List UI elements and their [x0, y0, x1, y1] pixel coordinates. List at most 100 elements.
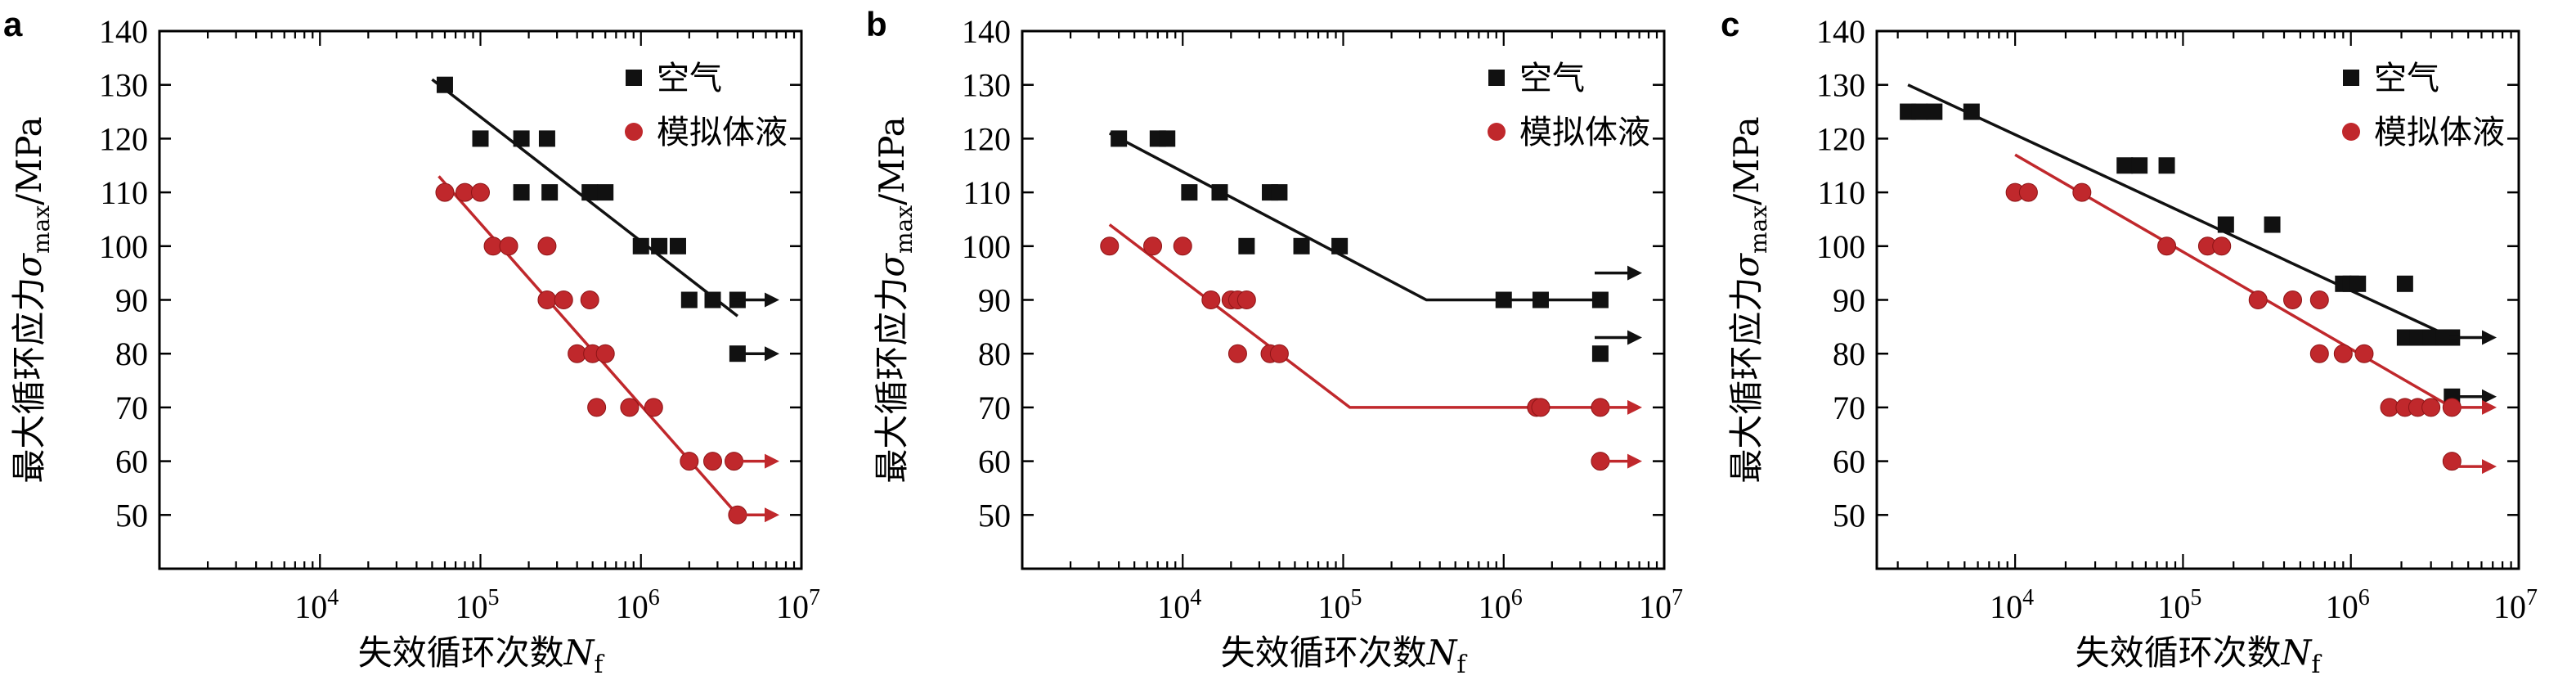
- x-tick-label: 107: [776, 585, 820, 625]
- data-point: [499, 236, 518, 256]
- x-tick-label: 104: [294, 585, 339, 625]
- data-point: [2283, 290, 2303, 309]
- data-point: [1201, 290, 1221, 309]
- runout-arrowhead: [1627, 265, 1642, 281]
- data-point: [2131, 157, 2148, 174]
- x-tick-exponent: 7: [1672, 585, 1683, 610]
- data-point: [1963, 103, 1980, 120]
- x-tick-exponent: 7: [2526, 585, 2538, 610]
- data-point: [680, 291, 698, 308]
- chart-panel-b: 50 60 70 80 90 100 110 120 130 140 104 105 106 107 失效循…: [863, 0, 1721, 689]
- legend-marker: [626, 70, 642, 86]
- chart-svg: 50 60 70 80 90 100 110 120 130 140 104 105 106 107 失效循…: [1721, 5, 2538, 679]
- data-point: [1111, 130, 1128, 147]
- x-tick-label: 105: [1318, 585, 1362, 625]
- data-point: [1271, 184, 1288, 201]
- legend-label: 空气: [657, 60, 722, 97]
- data-point: [1227, 344, 1247, 363]
- chart-svg: 50 60 70 80 90 100 110 120 130 140 104 105 106 107 失效循…: [866, 5, 1683, 679]
- data-point: [2354, 344, 2374, 363]
- x-tick-exponent: 6: [2358, 585, 2370, 610]
- y-tick-label: 80: [1833, 335, 1865, 372]
- data-point: [1159, 130, 1176, 147]
- chart-svg: 50 60 70 80 90 100 110 120 130 140 104 105 106 107 失效循…: [3, 5, 820, 679]
- data-point: [435, 182, 455, 202]
- data-point: [2309, 344, 2329, 363]
- runout-arrowhead: [2482, 399, 2497, 415]
- x-tick-exponent: 6: [648, 585, 660, 610]
- data-point: [597, 184, 614, 201]
- x-tick-exponent: 5: [488, 585, 500, 610]
- data-point: [2158, 157, 2175, 174]
- data-point: [620, 398, 640, 417]
- legend-label: 空气: [1519, 60, 1585, 97]
- x-axis-title: 失效循环次数Nf: [2076, 633, 2322, 679]
- data-point: [2248, 290, 2268, 309]
- data-point: [581, 184, 599, 201]
- panel-letter: c: [1721, 5, 1739, 43]
- y-axis-title: 最大循环应力σmax/MPa: [9, 116, 55, 483]
- x-tick-label: 107: [2493, 585, 2538, 625]
- legend-label: 空气: [2374, 60, 2439, 97]
- data-point: [1100, 236, 1120, 256]
- y-tick-label: 100: [99, 228, 148, 265]
- data-point: [2396, 329, 2413, 346]
- data-point: [541, 184, 559, 201]
- y-tick-label: 140: [99, 13, 148, 50]
- x-tick-label: 106: [2326, 585, 2370, 625]
- data-point: [537, 290, 557, 309]
- data-point: [680, 452, 699, 471]
- y-tick-label: 60: [115, 444, 148, 480]
- y-tick-label: 50: [1833, 497, 1865, 534]
- data-point: [2212, 236, 2232, 256]
- data-point: [669, 237, 686, 254]
- y-tick-label: 140: [962, 13, 1011, 50]
- data-point: [1173, 236, 1192, 256]
- y-tick-label: 60: [978, 444, 1011, 480]
- y-axis-title: 最大循环应力σmax/MPa: [872, 116, 918, 483]
- runout-arrowhead: [2482, 389, 2497, 404]
- chart-panel-c: 50 60 70 80 90 100 110 120 130 140 104 105 106 107 失效循…: [1717, 0, 2576, 689]
- y-tick-label: 70: [115, 390, 148, 426]
- panel-letter: a: [3, 5, 23, 43]
- data-point: [2217, 216, 2234, 233]
- y-tick-label: 100: [1816, 228, 1865, 265]
- runout-arrowhead: [765, 346, 779, 362]
- y-tick-label: 130: [1816, 67, 1865, 104]
- data-point: [2349, 275, 2367, 292]
- legend-marker: [1488, 70, 1505, 86]
- legend-marker: [2342, 123, 2360, 141]
- fit-line-1: [1108, 223, 1600, 409]
- data-point: [2264, 216, 2281, 233]
- x-tick-label: 104: [1157, 585, 1201, 625]
- data-point: [1926, 103, 1943, 120]
- data-point: [2422, 329, 2439, 346]
- data-point: [471, 182, 490, 202]
- y-tick-label: 60: [1833, 444, 1865, 480]
- data-point: [1293, 237, 1310, 254]
- data-point: [537, 236, 557, 256]
- data-point: [1143, 236, 1163, 256]
- runout-arrowhead: [2482, 330, 2497, 345]
- y-tick-label: 70: [978, 390, 1011, 426]
- y-tick-label: 130: [962, 67, 1011, 104]
- x-tick-exponent: 6: [1511, 585, 1523, 610]
- data-point: [1331, 237, 1349, 254]
- y-tick-label: 120: [99, 120, 148, 157]
- fit-line-0: [1907, 83, 2453, 340]
- x-tick-exponent: 4: [327, 585, 339, 610]
- x-tick-exponent: 7: [809, 585, 820, 610]
- data-point: [1495, 291, 1512, 308]
- data-point: [595, 344, 615, 363]
- data-point: [436, 76, 453, 93]
- data-point: [1181, 184, 1198, 201]
- x-tick-label: 105: [2157, 585, 2201, 625]
- data-point: [1591, 345, 1609, 363]
- x-tick-label: 106: [1479, 585, 1523, 625]
- data-point: [704, 291, 721, 308]
- legend-label: 模拟体液: [2374, 114, 2505, 151]
- x-tick-label: 104: [1990, 585, 2034, 625]
- data-point: [1911, 103, 1928, 120]
- chart-panel-a: 50 60 70 80 90 100 110 120 130 140 104 105 106 107 失效循…: [0, 0, 859, 689]
- data-point: [1211, 184, 1228, 201]
